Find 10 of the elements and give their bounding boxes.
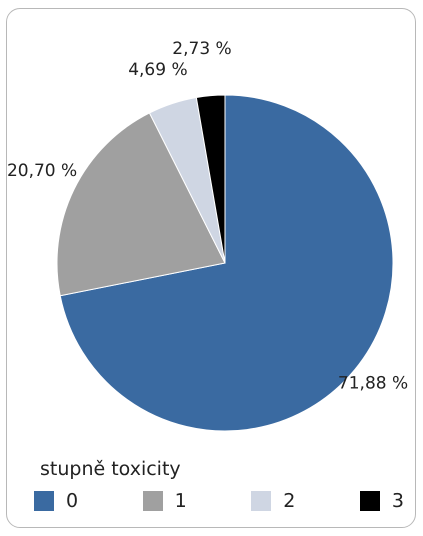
data-label: 20,70 %: [6, 161, 78, 182]
legend-label: 3: [392, 490, 404, 512]
legend-title: stupně toxicity: [40, 458, 182, 480]
pie-slice: [60, 94, 394, 432]
legend-label: 0: [66, 490, 78, 512]
data-label: 2,73 %: [172, 38, 232, 59]
data-label: 4,69 %: [128, 60, 188, 80]
data-label: 71,88 %: [338, 374, 408, 394]
legend-label: 2: [283, 490, 296, 512]
legend-label: 1: [174, 490, 187, 512]
